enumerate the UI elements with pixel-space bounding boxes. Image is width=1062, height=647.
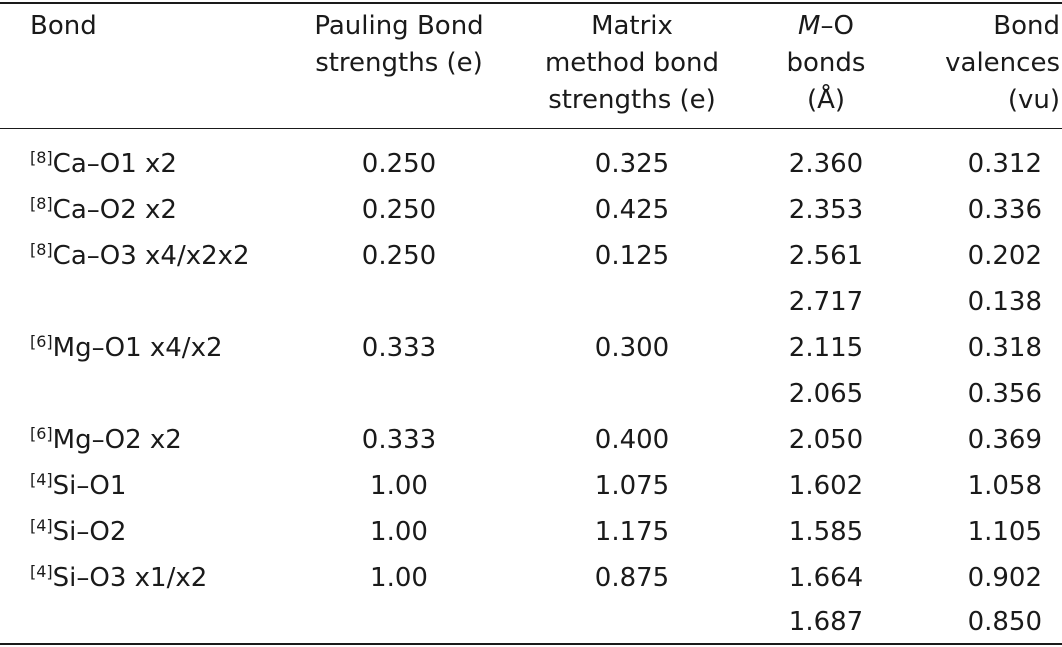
table-row: 2.065 0.356 xyxy=(0,371,1062,417)
header-mo-line-1: M–O xyxy=(778,8,874,45)
mo-bond-cell: 1.585 xyxy=(788,517,864,547)
header-matrix-line-1: Matrix xyxy=(591,11,673,41)
mo-bond-cell: 2.065 xyxy=(788,379,864,409)
header-rule xyxy=(0,128,1062,129)
valence-cell: 0.138 xyxy=(967,287,1042,317)
bond-label: Mg–O1 x4/x2 xyxy=(52,333,223,363)
mo-bond-cell: 1.664 xyxy=(788,563,864,593)
pauling-cell: 0.250 xyxy=(361,241,437,271)
header-mo-bonds: M–O bonds (Å) xyxy=(778,8,874,119)
table-row: [8]Ca–O1 x2 0.250 0.325 2.360 0.312 xyxy=(0,141,1062,187)
mo-bond-cell: 2.561 xyxy=(788,241,864,271)
header-valences: Bond valences (vu) xyxy=(940,8,1060,119)
mo-bond-cell: 2.717 xyxy=(788,287,864,317)
coordination-superscript: [4] xyxy=(30,562,53,581)
header-mo-italic: M xyxy=(798,11,821,41)
pauling-cell: 1.00 xyxy=(370,517,428,547)
table-row: 2.717 0.138 xyxy=(0,279,1062,325)
mo-bond-cell: 1.602 xyxy=(788,471,864,501)
header-pauling: Pauling Bond strengths (e) xyxy=(310,8,488,82)
valence-cell: 0.318 xyxy=(967,333,1042,363)
valence-cell: 0.202 xyxy=(967,241,1042,271)
header-matrix-line-3: strengths (e) xyxy=(548,85,716,115)
bond-cell: [8]Ca–O1 x2 xyxy=(30,141,177,187)
valence-cell: 1.105 xyxy=(967,517,1042,547)
bond-cell: [4]Si–O1 xyxy=(30,463,126,509)
valence-cell: 0.336 xyxy=(967,195,1042,225)
header-bond: Bond xyxy=(30,8,97,45)
bond-cell: [4]Si–O3 x1/x2 xyxy=(30,555,207,601)
table-row: [8]Ca–O3 x4/x2x2 0.250 0.125 2.561 0.202 xyxy=(0,233,1062,279)
table-row: 1.687 0.850 xyxy=(0,599,1062,645)
bond-cell: [8]Ca–O3 x4/x2x2 xyxy=(30,233,250,279)
mo-bond-cell: 2.050 xyxy=(788,425,864,455)
bond-cell: [4]Si–O2 xyxy=(30,509,126,555)
coordination-superscript: [8] xyxy=(30,148,53,167)
coordination-superscript: [6] xyxy=(30,332,53,351)
matrix-cell: 0.300 xyxy=(594,333,670,363)
matrix-cell: 1.075 xyxy=(594,471,670,501)
bond-label: Ca–O1 x2 xyxy=(52,149,177,179)
header-matrix: Matrix method bond strengths (e) xyxy=(540,8,724,119)
table-row: [4]Si–O2 1.00 1.175 1.585 1.105 xyxy=(0,509,1062,555)
table-row: [4]Si–O1 1.00 1.075 1.602 1.058 xyxy=(0,463,1062,509)
bond-label: Ca–O3 x4/x2x2 xyxy=(52,241,250,271)
bond-label: Mg–O2 x2 xyxy=(52,425,182,455)
header-pauling-line-1: Pauling Bond xyxy=(314,11,484,41)
matrix-cell: 0.325 xyxy=(594,149,670,179)
header-pauling-line-2: strengths (e) xyxy=(315,48,483,78)
coordination-superscript: [4] xyxy=(30,470,53,489)
coordination-superscript: [8] xyxy=(30,240,53,259)
matrix-cell: 0.400 xyxy=(594,425,670,455)
matrix-cell: 0.125 xyxy=(594,241,670,271)
coordination-superscript: [8] xyxy=(30,194,53,213)
header-bond-label: Bond xyxy=(30,11,97,41)
header-mo-line-2: bonds xyxy=(786,48,866,78)
pauling-cell: 1.00 xyxy=(370,563,428,593)
bond-cell: [6]Mg–O2 x2 xyxy=(30,417,182,463)
header-valences-line-2: valences xyxy=(945,48,1060,78)
bottom-rule xyxy=(0,643,1062,645)
table-row: [6]Mg–O2 x2 0.333 0.400 2.050 0.369 xyxy=(0,417,1062,463)
header-matrix-line-2: method bond xyxy=(544,48,720,78)
header-mo-line-3: (Å) xyxy=(806,85,846,115)
pauling-cell: 1.00 xyxy=(370,471,428,501)
mo-bond-cell: 2.115 xyxy=(788,333,864,363)
pauling-cell: 0.333 xyxy=(361,333,437,363)
bond-label: Si–O1 xyxy=(52,471,127,501)
bond-label: Si–O3 x1/x2 xyxy=(52,563,208,593)
mo-bond-cell: 2.360 xyxy=(788,149,864,179)
coordination-superscript: [6] xyxy=(30,424,53,443)
mo-bond-cell: 2.353 xyxy=(788,195,864,225)
valence-cell: 0.369 xyxy=(967,425,1042,455)
matrix-cell: 0.425 xyxy=(594,195,670,225)
valence-cell: 0.312 xyxy=(967,149,1042,179)
valence-cell: 0.902 xyxy=(967,563,1042,593)
valence-cell: 0.850 xyxy=(967,607,1042,637)
mo-bond-cell: 1.687 xyxy=(788,607,864,637)
valence-cell: 1.058 xyxy=(967,471,1042,501)
matrix-cell: 1.175 xyxy=(594,517,670,547)
pauling-cell: 0.250 xyxy=(361,149,437,179)
valence-cell: 0.356 xyxy=(967,379,1042,409)
pauling-cell: 0.333 xyxy=(361,425,437,455)
bond-label: Ca–O2 x2 xyxy=(52,195,177,225)
header-mo-suffix: –O xyxy=(820,11,854,41)
matrix-cell: 0.875 xyxy=(594,563,670,593)
bond-label: Si–O2 xyxy=(52,517,127,547)
bond-cell: [6]Mg–O1 x4/x2 xyxy=(30,325,223,371)
pauling-cell: 0.250 xyxy=(361,195,437,225)
header-valences-line-3: (vu) xyxy=(1007,85,1060,115)
table-row: [6]Mg–O1 x4/x2 0.333 0.300 2.115 0.318 xyxy=(0,325,1062,371)
coordination-superscript: [4] xyxy=(30,516,53,535)
table-row: [4]Si–O3 x1/x2 1.00 0.875 1.664 0.902 xyxy=(0,555,1062,601)
bond-cell: [8]Ca–O2 x2 xyxy=(30,187,177,233)
header-valences-line-1: Bond xyxy=(993,11,1060,41)
table-row: [8]Ca–O2 x2 0.250 0.425 2.353 0.336 xyxy=(0,187,1062,233)
top-rule xyxy=(0,2,1062,4)
